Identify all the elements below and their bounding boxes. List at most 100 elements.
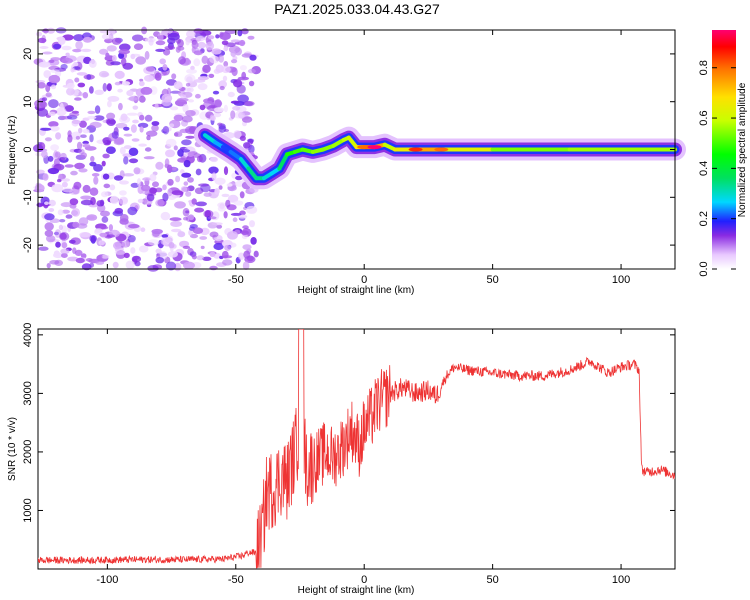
noise-blob (65, 214, 73, 219)
noise-blob (107, 100, 112, 108)
noise-blob (82, 129, 90, 134)
noise-blob (171, 228, 182, 233)
noise-blob (80, 195, 92, 200)
noise-blob (101, 216, 109, 223)
noise-blob (170, 220, 183, 227)
noise-blob (210, 156, 218, 163)
noise-blob (175, 175, 181, 183)
noise-blob (211, 222, 223, 226)
noise-blob (59, 219, 66, 223)
noise-blob (227, 231, 238, 240)
noise-blob (162, 192, 169, 202)
noise-blob (147, 265, 159, 272)
noise-blob (61, 45, 72, 51)
noise-blob (232, 106, 241, 111)
noise-blob (57, 209, 64, 216)
noise-blob (80, 253, 87, 259)
noise-blob (188, 229, 194, 236)
noise-blob (61, 57, 73, 64)
noise-blob (48, 59, 55, 63)
noise-blob (58, 232, 70, 241)
ridge-segment (246, 166, 259, 181)
noise-blob (65, 52, 70, 57)
noise-blob (230, 100, 240, 104)
noise-blob (109, 119, 116, 125)
noise-blob (46, 263, 51, 269)
noise-blob (105, 146, 116, 154)
noise-blob (227, 91, 235, 98)
colorbar-tick-label: 0.8 (698, 60, 710, 75)
noise-blob (80, 134, 87, 138)
noise-blob (98, 240, 105, 246)
noise-blob (180, 186, 188, 193)
noise-blob (142, 177, 152, 181)
noise-blob (173, 81, 183, 90)
noise-blob (101, 33, 112, 40)
noise-blob (182, 103, 189, 113)
noise-blob (53, 43, 61, 50)
noise-blob (162, 64, 168, 71)
y-tick-label: 20 (22, 48, 34, 60)
noise-blob (185, 125, 196, 135)
noise-blob (225, 199, 231, 208)
noise-blob (195, 35, 205, 42)
noise-blob (218, 185, 223, 190)
noise-blob (130, 247, 136, 254)
noise-blob (70, 67, 75, 73)
noise-blob (40, 127, 52, 131)
noise-blob (82, 36, 93, 43)
noise-blob (46, 27, 55, 34)
noise-blob (131, 255, 142, 263)
noise-blob (77, 82, 86, 88)
noise-blob (70, 170, 78, 176)
noise-blob (221, 40, 229, 46)
noise-blob (233, 200, 244, 206)
noise-blob (199, 104, 206, 111)
noise-blob (57, 179, 62, 183)
noise-blob (89, 134, 94, 143)
noise-blob (196, 155, 203, 163)
noise-blob (167, 32, 180, 41)
colorbar-tick-label: 0.2 (698, 211, 710, 226)
noise-blob (60, 248, 70, 255)
noise-blob (219, 32, 231, 41)
noise-blob (178, 56, 186, 65)
noise-blob (242, 225, 249, 229)
noise-blob (171, 167, 177, 171)
noise-blob (151, 121, 160, 126)
noise-blob (37, 82, 46, 89)
spectrogram-y-axis-label: Frequency (Hz) (7, 116, 18, 185)
noise-blob (241, 116, 253, 123)
noise-blob (188, 99, 194, 103)
noise-blob (74, 77, 80, 83)
noise-blob (138, 95, 146, 103)
noise-blob (39, 101, 48, 108)
noise-blob (169, 123, 175, 128)
noise-blob (211, 48, 222, 55)
noise-blob (224, 244, 232, 251)
noise-blob (41, 150, 48, 158)
noise-blob (114, 137, 124, 145)
noise-blob (76, 141, 83, 150)
noise-blob (193, 58, 201, 67)
noise-blob (183, 159, 191, 168)
ridge-segment (346, 135, 359, 150)
noise-blob (80, 199, 93, 206)
x-tick-label: 50 (487, 274, 499, 286)
noise-blob (119, 190, 127, 196)
noise-blob (61, 209, 70, 214)
noise-blob (108, 224, 113, 232)
noise-blob (207, 216, 217, 220)
noise-blob (232, 217, 238, 222)
noise-blob (53, 252, 64, 259)
noise-blob (165, 149, 175, 158)
noise-blob (174, 131, 183, 137)
noise-blob (175, 46, 181, 53)
noise-blob (64, 164, 74, 168)
noise-blob (73, 181, 82, 190)
noise-blob (82, 144, 91, 148)
noise-blob (214, 188, 220, 195)
noise-blob (140, 86, 153, 95)
noise-blob (187, 177, 194, 183)
